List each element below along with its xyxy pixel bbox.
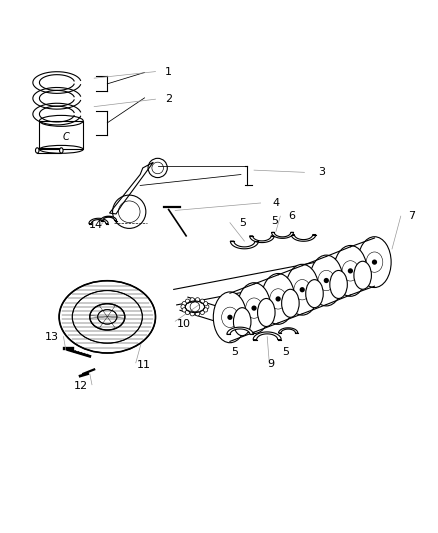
Circle shape (200, 299, 205, 303)
Text: 7: 7 (408, 211, 415, 221)
Circle shape (182, 308, 187, 312)
Ellipse shape (310, 255, 343, 306)
Ellipse shape (72, 290, 142, 343)
Circle shape (182, 302, 187, 306)
Text: 9: 9 (267, 359, 274, 369)
Circle shape (181, 304, 185, 309)
Ellipse shape (258, 298, 275, 327)
Ellipse shape (233, 308, 251, 336)
Circle shape (372, 260, 377, 265)
Text: 1: 1 (165, 67, 172, 77)
Ellipse shape (90, 304, 125, 330)
Polygon shape (101, 216, 117, 221)
Ellipse shape (358, 237, 391, 287)
Ellipse shape (35, 148, 39, 153)
Ellipse shape (237, 282, 271, 334)
Ellipse shape (261, 273, 295, 324)
Polygon shape (89, 219, 108, 223)
Text: 11: 11 (137, 360, 151, 370)
Text: 14: 14 (88, 220, 102, 230)
Polygon shape (250, 236, 274, 243)
Text: 10: 10 (177, 319, 191, 329)
Polygon shape (272, 232, 293, 238)
Text: 2: 2 (165, 94, 172, 104)
Ellipse shape (282, 289, 299, 317)
Circle shape (324, 278, 329, 283)
Circle shape (276, 296, 281, 302)
Polygon shape (227, 327, 253, 334)
Ellipse shape (334, 246, 367, 296)
Circle shape (203, 302, 208, 306)
Polygon shape (291, 235, 316, 241)
Circle shape (200, 310, 205, 314)
Circle shape (251, 305, 257, 311)
Polygon shape (230, 241, 258, 249)
Ellipse shape (213, 292, 247, 343)
Ellipse shape (306, 280, 323, 308)
Circle shape (195, 298, 200, 302)
Text: 5: 5 (282, 347, 289, 357)
Text: 5: 5 (231, 347, 238, 357)
Polygon shape (253, 332, 281, 340)
Circle shape (348, 268, 353, 273)
Circle shape (185, 310, 190, 314)
Text: C: C (62, 132, 69, 142)
Ellipse shape (60, 148, 63, 153)
Text: 13: 13 (45, 332, 59, 342)
Circle shape (300, 287, 305, 292)
Circle shape (190, 298, 194, 302)
Text: 4: 4 (272, 198, 279, 208)
Circle shape (227, 314, 233, 320)
Circle shape (185, 299, 190, 303)
Text: 5: 5 (240, 217, 247, 228)
Circle shape (190, 311, 194, 316)
Text: 6: 6 (288, 211, 295, 221)
Circle shape (195, 311, 200, 316)
Circle shape (205, 304, 209, 309)
Ellipse shape (330, 270, 347, 298)
Ellipse shape (354, 261, 371, 289)
Polygon shape (279, 328, 298, 333)
Ellipse shape (98, 310, 117, 324)
Text: 5: 5 (271, 215, 278, 225)
Text: 12: 12 (74, 381, 88, 391)
Text: 3: 3 (318, 167, 325, 177)
Ellipse shape (59, 281, 155, 353)
Circle shape (203, 308, 208, 312)
Ellipse shape (286, 264, 319, 315)
